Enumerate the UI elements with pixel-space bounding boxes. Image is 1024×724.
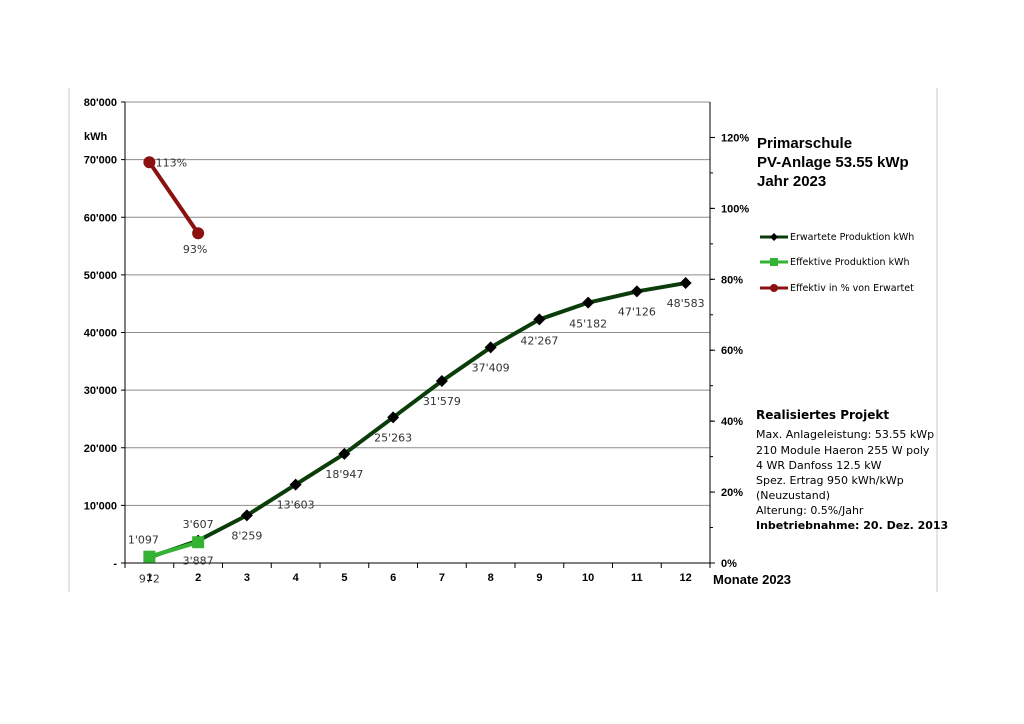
data-label: 45'182	[569, 318, 607, 331]
x-tick-label: 11	[631, 572, 643, 584]
y-axis-ticks: - 10'000 20'000 30'000 40'000 50'000 60'000 70'…	[84, 97, 125, 570]
x-tick-label: 8	[488, 572, 494, 584]
x-axis-ticks: 1 2 3 4 5 6 7 8 9 10 11 12	[124, 563, 711, 584]
data-point-diamond	[533, 313, 546, 326]
project-info-heading: Realisiertes Projekt	[756, 408, 889, 422]
series-line-3	[147, 161, 200, 235]
data-point-diamond	[484, 341, 497, 354]
gridlines	[125, 101, 710, 506]
legend-marker-circle	[770, 284, 778, 292]
y-tick-label: 30'000	[84, 385, 117, 397]
data-label: 48'583	[667, 297, 705, 310]
data-point-diamond	[240, 509, 253, 522]
x-axis-title: Monate 2023	[713, 572, 791, 587]
y2-tick-label: 0%	[721, 558, 737, 570]
y2-tick-label: 100%	[721, 203, 749, 215]
y2-tick-label: 20%	[721, 487, 743, 499]
data-point-diamond	[679, 277, 692, 290]
data-label: 3'887	[183, 555, 214, 568]
data-label: 42'267	[520, 334, 558, 347]
data-label: 8'259	[231, 529, 262, 542]
project-info-line-4: Spez. Ertrag 950 kWh/kWp	[756, 474, 904, 487]
x-tick-label: 7	[439, 572, 445, 584]
y2-tick-label: 80%	[721, 274, 743, 286]
data-label: 31'579	[423, 395, 461, 408]
series-line-2	[148, 540, 199, 559]
data-point-diamond	[387, 411, 400, 424]
data-label: 113%	[156, 156, 187, 169]
data-point-diamond	[289, 478, 302, 491]
y-tick-label: 40'000	[84, 328, 117, 340]
x-tick-label: 9	[536, 572, 542, 584]
data-label: 972	[139, 572, 160, 585]
y2-axis-ticks: 0% 20% 40% 60% 80% 100% 120%	[710, 132, 749, 570]
project-info-line-3: 4 WR Danfoss 12.5 kW	[756, 459, 882, 472]
x-tick-label: 1	[146, 572, 152, 584]
y2-tick-label: 120%	[721, 132, 749, 144]
legend-marker-diamond	[770, 233, 778, 241]
y-axis-unit: kWh	[84, 131, 108, 143]
data-label: 3'607	[183, 518, 214, 531]
y-tick-label: 50'000	[84, 270, 117, 282]
project-info: Realisiertes Projekt Max. Anlageleistung…	[756, 408, 948, 532]
y2-tick-label: 60%	[721, 345, 743, 357]
chart-title-line-3: Jahr 2023	[757, 173, 826, 190]
project-info-commission: Inbetriebnahme: 20. Dez. 2013	[756, 519, 948, 532]
legend-label: Effektive Produktion kWh	[790, 257, 910, 268]
x-tick-label: 4	[293, 572, 300, 584]
series-group	[143, 156, 692, 564]
project-info-line-2: 210 Module Haeron 255 W poly	[756, 444, 930, 457]
data-point-diamond	[435, 375, 448, 388]
project-info-line-6: Alterung: 0.5%/Jahr	[756, 504, 864, 517]
data-label: 93%	[183, 243, 207, 256]
x-tick-label: 10	[582, 572, 594, 584]
project-info-line-1: Max. Anlageleistung: 53.55 kWp	[756, 428, 934, 441]
project-info-line-5: (Neuzustand)	[756, 489, 830, 502]
x-tick-label: 6	[390, 572, 396, 584]
legend-marker-square	[770, 258, 778, 266]
y-tick-label: 60'000	[84, 212, 117, 224]
chart-title-line-2: PV-Anlage 53.55 kWp	[757, 154, 909, 171]
data-label: 18'947	[325, 468, 363, 481]
data-point-square	[143, 550, 156, 563]
data-point-circle	[143, 156, 156, 169]
data-label: 25'263	[374, 431, 412, 444]
x-tick-label: 3	[244, 572, 250, 584]
data-label: 37'409	[472, 361, 510, 374]
data-point-diamond	[338, 447, 351, 460]
chart-title-line-1: Primarschule	[757, 135, 852, 152]
y-tick-label: 10'000	[84, 500, 117, 512]
data-point-diamond	[630, 285, 643, 298]
y-tick-label: 20'000	[84, 443, 117, 455]
x-tick-label: 2	[195, 572, 201, 584]
y2-tick-label: 40%	[721, 416, 743, 428]
legend-label: Effektiv in % von Erwartet	[790, 283, 914, 294]
y-tick-label: 80'000	[84, 97, 117, 109]
x-tick-label: 5	[341, 572, 347, 584]
data-point-circle	[192, 227, 205, 240]
legend: Erwartete Produktion kWh Effektive Produk…	[760, 232, 914, 294]
legend-label: Erwartete Produktion kWh	[790, 232, 914, 243]
data-label: 47'126	[618, 305, 656, 318]
series-line-1	[148, 281, 686, 560]
data-point-square	[192, 536, 205, 549]
data-label: 13'603	[277, 499, 315, 512]
data-point-diamond	[582, 296, 595, 309]
data-label: 1'097	[128, 534, 159, 547]
data-labels: 9723'8878'25913'60318'94725'26331'57937'…	[128, 156, 705, 585]
y-tick-label: -	[113, 558, 117, 570]
x-tick-label: 12	[680, 572, 692, 584]
y-tick-label: 70'000	[84, 155, 117, 167]
